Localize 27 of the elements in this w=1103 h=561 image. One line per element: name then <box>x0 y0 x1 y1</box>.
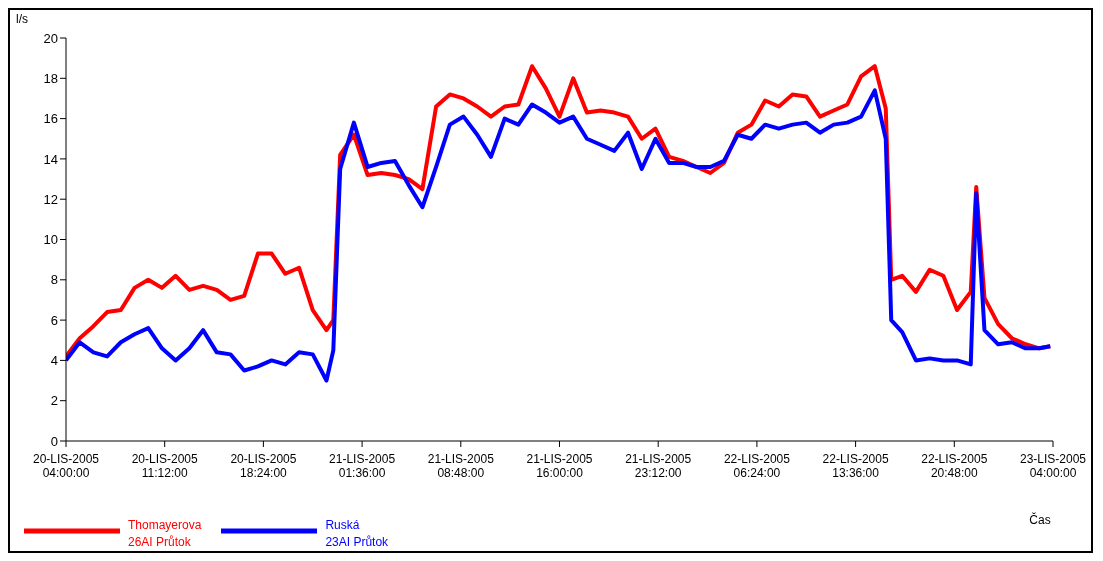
y-axis-title: l/s <box>16 12 28 26</box>
x-tick-label: 22-LIS-2005 06:24:00 <box>723 452 791 480</box>
x-tick-label: 20-LIS-2005 18:24:00 <box>230 452 297 480</box>
x-tick-label: 21-LIS-2005 08:48:00 <box>427 452 495 480</box>
y-tick-label: 8 <box>50 272 58 288</box>
text: Ruská 23AI Průtok <box>325 517 389 551</box>
y-tick-label: 14 <box>43 151 58 167</box>
y-tick-label: 4 <box>50 353 58 369</box>
x-tick-label: 22-LIS-2005 13:36:00 <box>822 452 889 480</box>
x-tick-label: 21-LIS-2005 16:00:00 <box>526 452 593 480</box>
y-tick-label: 16 <box>43 111 58 127</box>
y-tick-label: 12 <box>43 191 58 207</box>
x-tick-label: 20-LIS-2005 11:12:00 <box>131 452 199 480</box>
x-axis-title: Čas <box>1028 513 1052 527</box>
y-tick-label: 10 <box>43 232 58 248</box>
text: Thomayerova 26AI Průtok <box>128 517 202 551</box>
x-tick-label: 21-LIS-2005 01:36:00 <box>329 452 396 480</box>
x-tick-label: 22-LIS-2005 20:48:00 <box>921 452 988 480</box>
x-tick-label: 20-LIS-2005 04:00:00 <box>32 452 100 480</box>
x-tick-label: 23-LIS-2005 04:00:00 <box>1019 452 1087 480</box>
y-tick-label: 20 <box>43 30 58 46</box>
line-series <box>66 88 1053 383</box>
y-tick-label: 18 <box>43 70 58 86</box>
y-tick-label: 6 <box>50 312 58 328</box>
x-tick-label: 21-LIS-2005 23:12:00 <box>625 452 692 480</box>
y-tick-label: 0 <box>50 433 58 449</box>
y-tick-label: 2 <box>50 393 58 409</box>
